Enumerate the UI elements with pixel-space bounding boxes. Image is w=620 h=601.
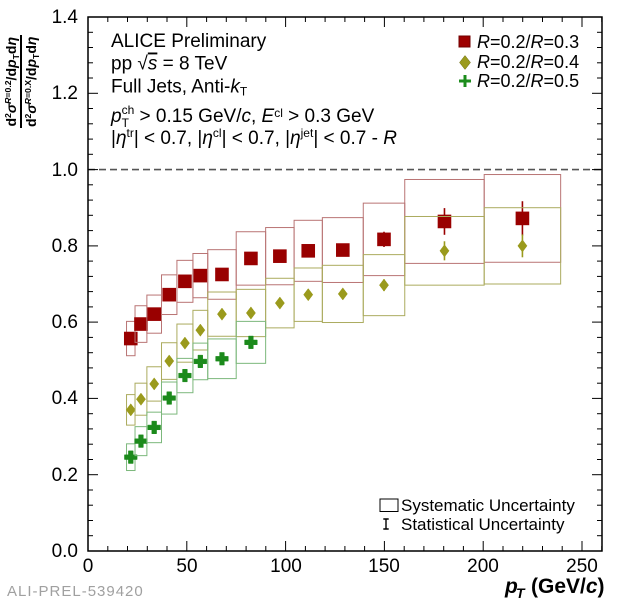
svg-text:0: 0: [83, 556, 94, 577]
svg-text:Full Jets, Anti-kT: Full Jets, Anti-kT: [111, 77, 248, 99]
svg-text:1.0: 1.0: [52, 160, 78, 181]
svg-text:R: R: [477, 32, 490, 52]
svg-text:R: R: [477, 71, 490, 91]
svg-text:T: T: [516, 585, 526, 601]
svg-text:0.2: 0.2: [52, 465, 78, 486]
svg-text:(GeV/c): (GeV/c): [531, 575, 605, 598]
svg-text:ALI-PREL-539420: ALI-PREL-539420: [7, 583, 144, 600]
svg-text:0.4: 0.4: [52, 388, 79, 409]
svg-text:=0.2/R=0.3: =0.2/R=0.3: [490, 32, 579, 52]
svg-text:1.4: 1.4: [52, 7, 79, 28]
svg-text:0.8: 0.8: [52, 236, 78, 257]
svg-text:R: R: [477, 52, 490, 72]
svg-text:1.2: 1.2: [52, 83, 78, 104]
svg-text:Systematic Uncertainty: Systematic Uncertainty: [401, 496, 575, 515]
svg-text:0.0: 0.0: [52, 541, 78, 562]
svg-text:pp √s = 8 TeV: pp √s = 8 TeV: [111, 54, 228, 75]
svg-text:ALICE Preliminary: ALICE Preliminary: [111, 31, 267, 52]
svg-text:=0.2/R=0.5: =0.2/R=0.5: [490, 71, 579, 91]
svg-text:150: 150: [368, 556, 400, 577]
svg-text:250: 250: [566, 556, 598, 577]
svg-text:Statistical Uncertainty: Statistical Uncertainty: [401, 515, 565, 534]
svg-text:=0.2/R=0.4: =0.2/R=0.4: [490, 52, 579, 72]
svg-text:50: 50: [176, 556, 197, 577]
svg-text:200: 200: [467, 556, 499, 577]
svg-text:0.6: 0.6: [52, 312, 78, 333]
svg-text:100: 100: [270, 556, 302, 577]
